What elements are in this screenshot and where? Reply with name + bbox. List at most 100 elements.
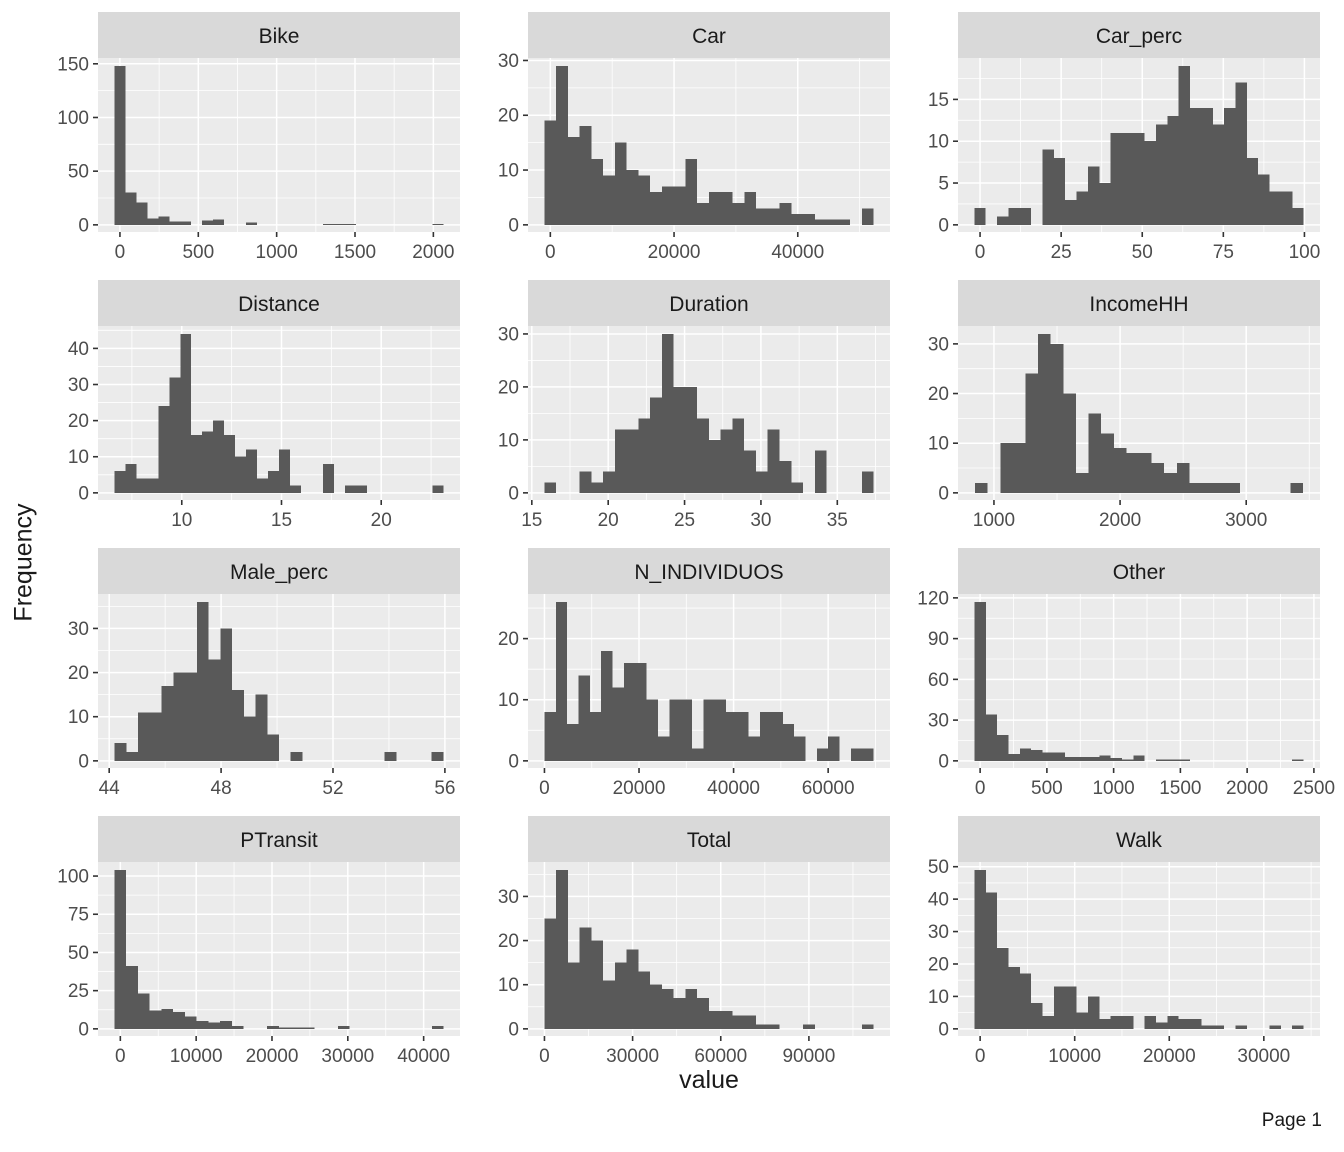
strip-header [98, 280, 460, 326]
y-tick-label: 120 [917, 588, 949, 609]
histogram-bar [760, 711, 772, 761]
histogram-bar [1190, 1019, 1202, 1029]
y-tick-label: 10 [498, 161, 519, 182]
facet-Car: Car 0 20000 40000 0 10 20 30 [498, 12, 890, 263]
facet-Car_perc: Car_perc 0 25 50 75 100 0 5 10 15 [928, 12, 1320, 263]
histogram-bar [685, 159, 698, 225]
histogram-bar [614, 962, 627, 1029]
histogram-bar [974, 208, 986, 225]
x-axis-title: value [679, 1066, 739, 1094]
strip-title: Bike [259, 25, 300, 48]
histogram-bar [185, 672, 197, 761]
y-tick-label: 0 [508, 215, 519, 236]
histogram-bar [601, 650, 613, 761]
x-tick-label: 30000 [321, 1046, 374, 1067]
strip-header [528, 12, 890, 58]
x-tick-label: 35 [827, 510, 848, 531]
histogram-bar [614, 429, 627, 493]
x-tick-label: 3000 [1225, 510, 1267, 531]
histogram-bar [544, 482, 557, 493]
x-tick-label: 48 [211, 778, 232, 799]
histogram-bar [1000, 443, 1013, 493]
facet-PTransit: PTransit 0 10000 20000 30000 40000 0 25 50 75 100 [57, 816, 460, 1067]
histogram-bar [714, 699, 727, 761]
histogram-bar [985, 892, 998, 1029]
histogram-bar [744, 191, 757, 225]
histogram-bar [614, 142, 627, 225]
histogram-bar [1156, 759, 1168, 761]
histogram-bar [246, 222, 258, 225]
histogram-bar [646, 699, 658, 761]
histogram-bar [650, 397, 662, 493]
histogram-bar [137, 993, 150, 1029]
histogram-bar [737, 711, 749, 761]
y-tick-label: 150 [57, 54, 89, 75]
x-tick-label: 30000 [606, 1046, 659, 1067]
histogram-bar [709, 1011, 721, 1029]
y-tick-label: 10 [68, 447, 89, 468]
histogram-bar [685, 989, 698, 1029]
histogram-bar [567, 137, 580, 225]
histogram-bar [673, 186, 686, 225]
y-tick-label: 30 [498, 51, 519, 72]
histogram-bar [697, 202, 709, 225]
histogram-bar [432, 485, 444, 493]
histogram-bar [235, 456, 247, 493]
histogram-bar [1292, 1025, 1304, 1029]
histogram-bar [1292, 208, 1304, 225]
y-tick-label: 10 [498, 975, 519, 996]
histogram-bar [243, 716, 256, 761]
y-tick-label: 90 [928, 629, 949, 650]
histogram-bar [213, 420, 225, 493]
y-tick-label: 30 [68, 619, 89, 640]
histogram-bar [862, 748, 874, 761]
histogram-bar [231, 1025, 244, 1029]
histogram-bar [626, 429, 639, 493]
y-tick-label: 50 [928, 857, 949, 878]
histogram-bar [816, 748, 829, 761]
y-tick-label: 20 [68, 663, 89, 684]
x-tick-label: 500 [182, 242, 214, 263]
histogram-bar [1280, 191, 1293, 225]
histogram-bar [149, 1010, 162, 1029]
x-tick-label: 1000 [973, 510, 1015, 531]
strip-header [98, 816, 460, 862]
histogram-bar [1290, 482, 1303, 493]
histogram-bar [1025, 373, 1039, 493]
histogram-bar [1075, 472, 1089, 493]
histogram-bar [1144, 1015, 1157, 1029]
y-tick-label: 100 [57, 867, 89, 888]
x-tick-label: 0 [539, 1046, 550, 1067]
histogram-bar [1292, 759, 1304, 761]
histogram-bar [603, 471, 615, 493]
x-tick-label: 1000 [1092, 778, 1134, 799]
histogram-bar [1031, 749, 1043, 761]
histogram-bar [126, 752, 139, 761]
histogram-bar [1076, 191, 1088, 225]
histogram-bar [1019, 973, 1032, 1029]
histogram-bar [975, 482, 988, 493]
strip-header [528, 816, 890, 862]
x-tick-label: 10 [171, 510, 192, 531]
x-tick-label: 30 [750, 510, 771, 531]
strip-title: Total [687, 829, 731, 852]
histogram-bar [673, 997, 686, 1029]
histogram-bar [1099, 755, 1111, 761]
histogram-bar [544, 918, 557, 1029]
y-tick-label: 0 [938, 215, 949, 236]
histogram-bar [974, 601, 986, 761]
x-tick-label: 20 [371, 510, 392, 531]
panel-background [98, 58, 460, 232]
x-tick-label: 10000 [170, 1046, 223, 1067]
histogram-bar [290, 1027, 303, 1029]
histogram-bar [1269, 191, 1281, 225]
histogram-bar [344, 485, 356, 493]
histogram-bar [997, 947, 1009, 1029]
histogram-bar [1087, 166, 1100, 225]
x-tick-label: 44 [99, 778, 121, 799]
histogram-bar [279, 1027, 291, 1029]
histogram-bar [567, 962, 580, 1029]
histogram-bar [771, 711, 783, 761]
facet-Duration: Duration 15 20 25 30 35 0 10 20 30 [498, 280, 890, 531]
x-tick-label: 40000 [397, 1046, 450, 1067]
